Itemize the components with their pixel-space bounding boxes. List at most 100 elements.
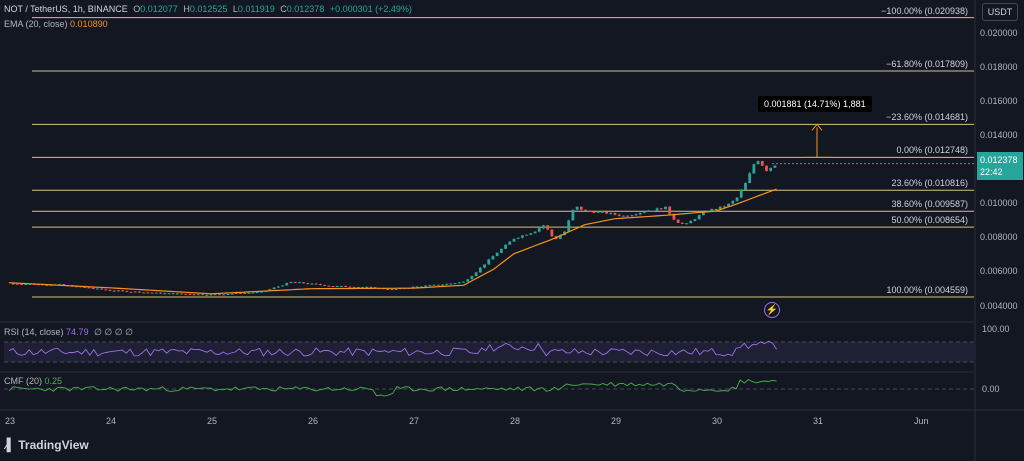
candle-body <box>100 288 103 290</box>
candle-body <box>276 286 280 288</box>
rsi-legend[interactable]: RSI (14, close) 74.79 ∅ ∅ ∅ ∅ <box>4 327 133 338</box>
candle-body <box>251 292 255 294</box>
lightning-icon[interactable]: ⚡ <box>764 302 780 318</box>
candle-body <box>478 267 482 273</box>
candle-body <box>487 259 491 265</box>
fib-label: −100.00% (0.020938) <box>881 5 968 16</box>
candle-body <box>693 219 697 221</box>
time-axis-label: 28 <box>510 416 521 426</box>
candle-body <box>605 211 608 214</box>
candle-body <box>609 212 613 214</box>
candle-body <box>247 292 251 294</box>
rsi-value: 74.79 <box>66 327 89 337</box>
candle-body <box>87 287 91 289</box>
candle-body <box>319 284 322 286</box>
time-axis-label: Jun <box>914 416 929 426</box>
cmf-legend[interactable]: CMF (20) 0.25 <box>4 376 62 386</box>
rsi-axis-label: 100.00 <box>982 324 1010 334</box>
candle-body <box>617 214 621 216</box>
candle-body <box>483 264 486 268</box>
candle-body <box>596 211 600 213</box>
candle-body <box>348 286 352 288</box>
candle-body <box>16 283 19 285</box>
candle-body <box>390 289 394 291</box>
candle-body <box>659 208 663 210</box>
cmf-label: CMF (20) <box>4 376 42 386</box>
cmf-value: 0.25 <box>44 376 63 386</box>
fib-label: 100.00% (0.004559) <box>886 285 968 296</box>
candle-body <box>462 281 465 283</box>
candle-body <box>146 292 150 294</box>
candle-body <box>449 283 453 285</box>
candle-body <box>352 287 356 289</box>
candle-body <box>655 208 659 211</box>
low-key: L <box>232 4 238 14</box>
candle-body <box>748 173 752 184</box>
ema-line <box>8 188 777 295</box>
candle-body <box>356 287 360 289</box>
candle-body <box>697 215 701 220</box>
candle-body <box>685 223 688 225</box>
rsi-band <box>4 342 974 362</box>
candle-body <box>760 161 764 166</box>
high-value: 0.012525 <box>189 4 228 14</box>
ema-value: 0.010890 <box>70 19 108 29</box>
candle-body <box>643 211 646 213</box>
candle-body <box>676 219 680 223</box>
candle-body <box>436 284 440 286</box>
tradingview-logo[interactable]: ⁄▍ TradingView <box>6 438 89 452</box>
candle-body <box>592 211 596 213</box>
main-legend: NOT / TetherUS, 1h, BINANCE O0.012077 H0… <box>4 4 412 14</box>
fib-label: −61.80% (0.017809) <box>886 58 968 69</box>
time-axis-label: 30 <box>712 416 723 426</box>
candle-body <box>196 294 200 296</box>
candle-body <box>138 291 141 293</box>
price-axis-label: 0.014000 <box>980 129 1018 140</box>
candle-body <box>550 229 554 237</box>
candle-body <box>579 206 583 210</box>
candle-body <box>428 285 432 287</box>
candle-body <box>584 209 587 211</box>
candle-body <box>74 286 78 288</box>
bar-countdown: 22:42 <box>980 167 1003 177</box>
candle-body <box>546 225 550 230</box>
candle-body <box>558 235 562 240</box>
candle-body <box>314 283 318 285</box>
candle-body <box>521 235 524 238</box>
candle-body <box>188 293 192 295</box>
price-axis-label: 0.020000 <box>980 27 1018 38</box>
candle-body <box>285 283 289 286</box>
candle-body <box>297 282 301 284</box>
candle-body <box>495 252 499 257</box>
time-axis-label: 24 <box>106 416 117 426</box>
candle-body <box>680 222 684 224</box>
candle-body <box>432 284 436 286</box>
candle-body <box>504 244 507 249</box>
symbol-label[interactable]: NOT / TetherUS, 1h, BINANCE <box>4 4 128 14</box>
candle-body <box>723 206 726 208</box>
candle-body <box>588 210 592 212</box>
candle-body <box>260 291 263 293</box>
candle-body <box>129 291 133 293</box>
candle-body <box>567 220 571 232</box>
candle-body <box>133 291 137 293</box>
candle-body <box>499 248 503 253</box>
candle-body <box>424 285 428 287</box>
candle-body <box>630 215 634 217</box>
currency-button[interactable]: USDT <box>982 3 1018 21</box>
candle-body <box>651 210 655 212</box>
fib-label: −23.60% (0.014681) <box>886 112 968 123</box>
ema-legend[interactable]: EMA (20, close) 0.010890 <box>4 19 108 29</box>
price-axis-label: 0.010000 <box>980 198 1018 209</box>
candle-body <box>344 285 348 287</box>
candle-body <box>647 210 651 212</box>
candle-body <box>154 292 158 294</box>
candle-body <box>28 283 32 285</box>
candle-body <box>201 294 204 296</box>
candle-body <box>293 281 297 283</box>
candle-body <box>634 214 638 216</box>
fib-label: 50.00% (0.008654) <box>891 215 968 226</box>
candle-body <box>340 285 343 287</box>
